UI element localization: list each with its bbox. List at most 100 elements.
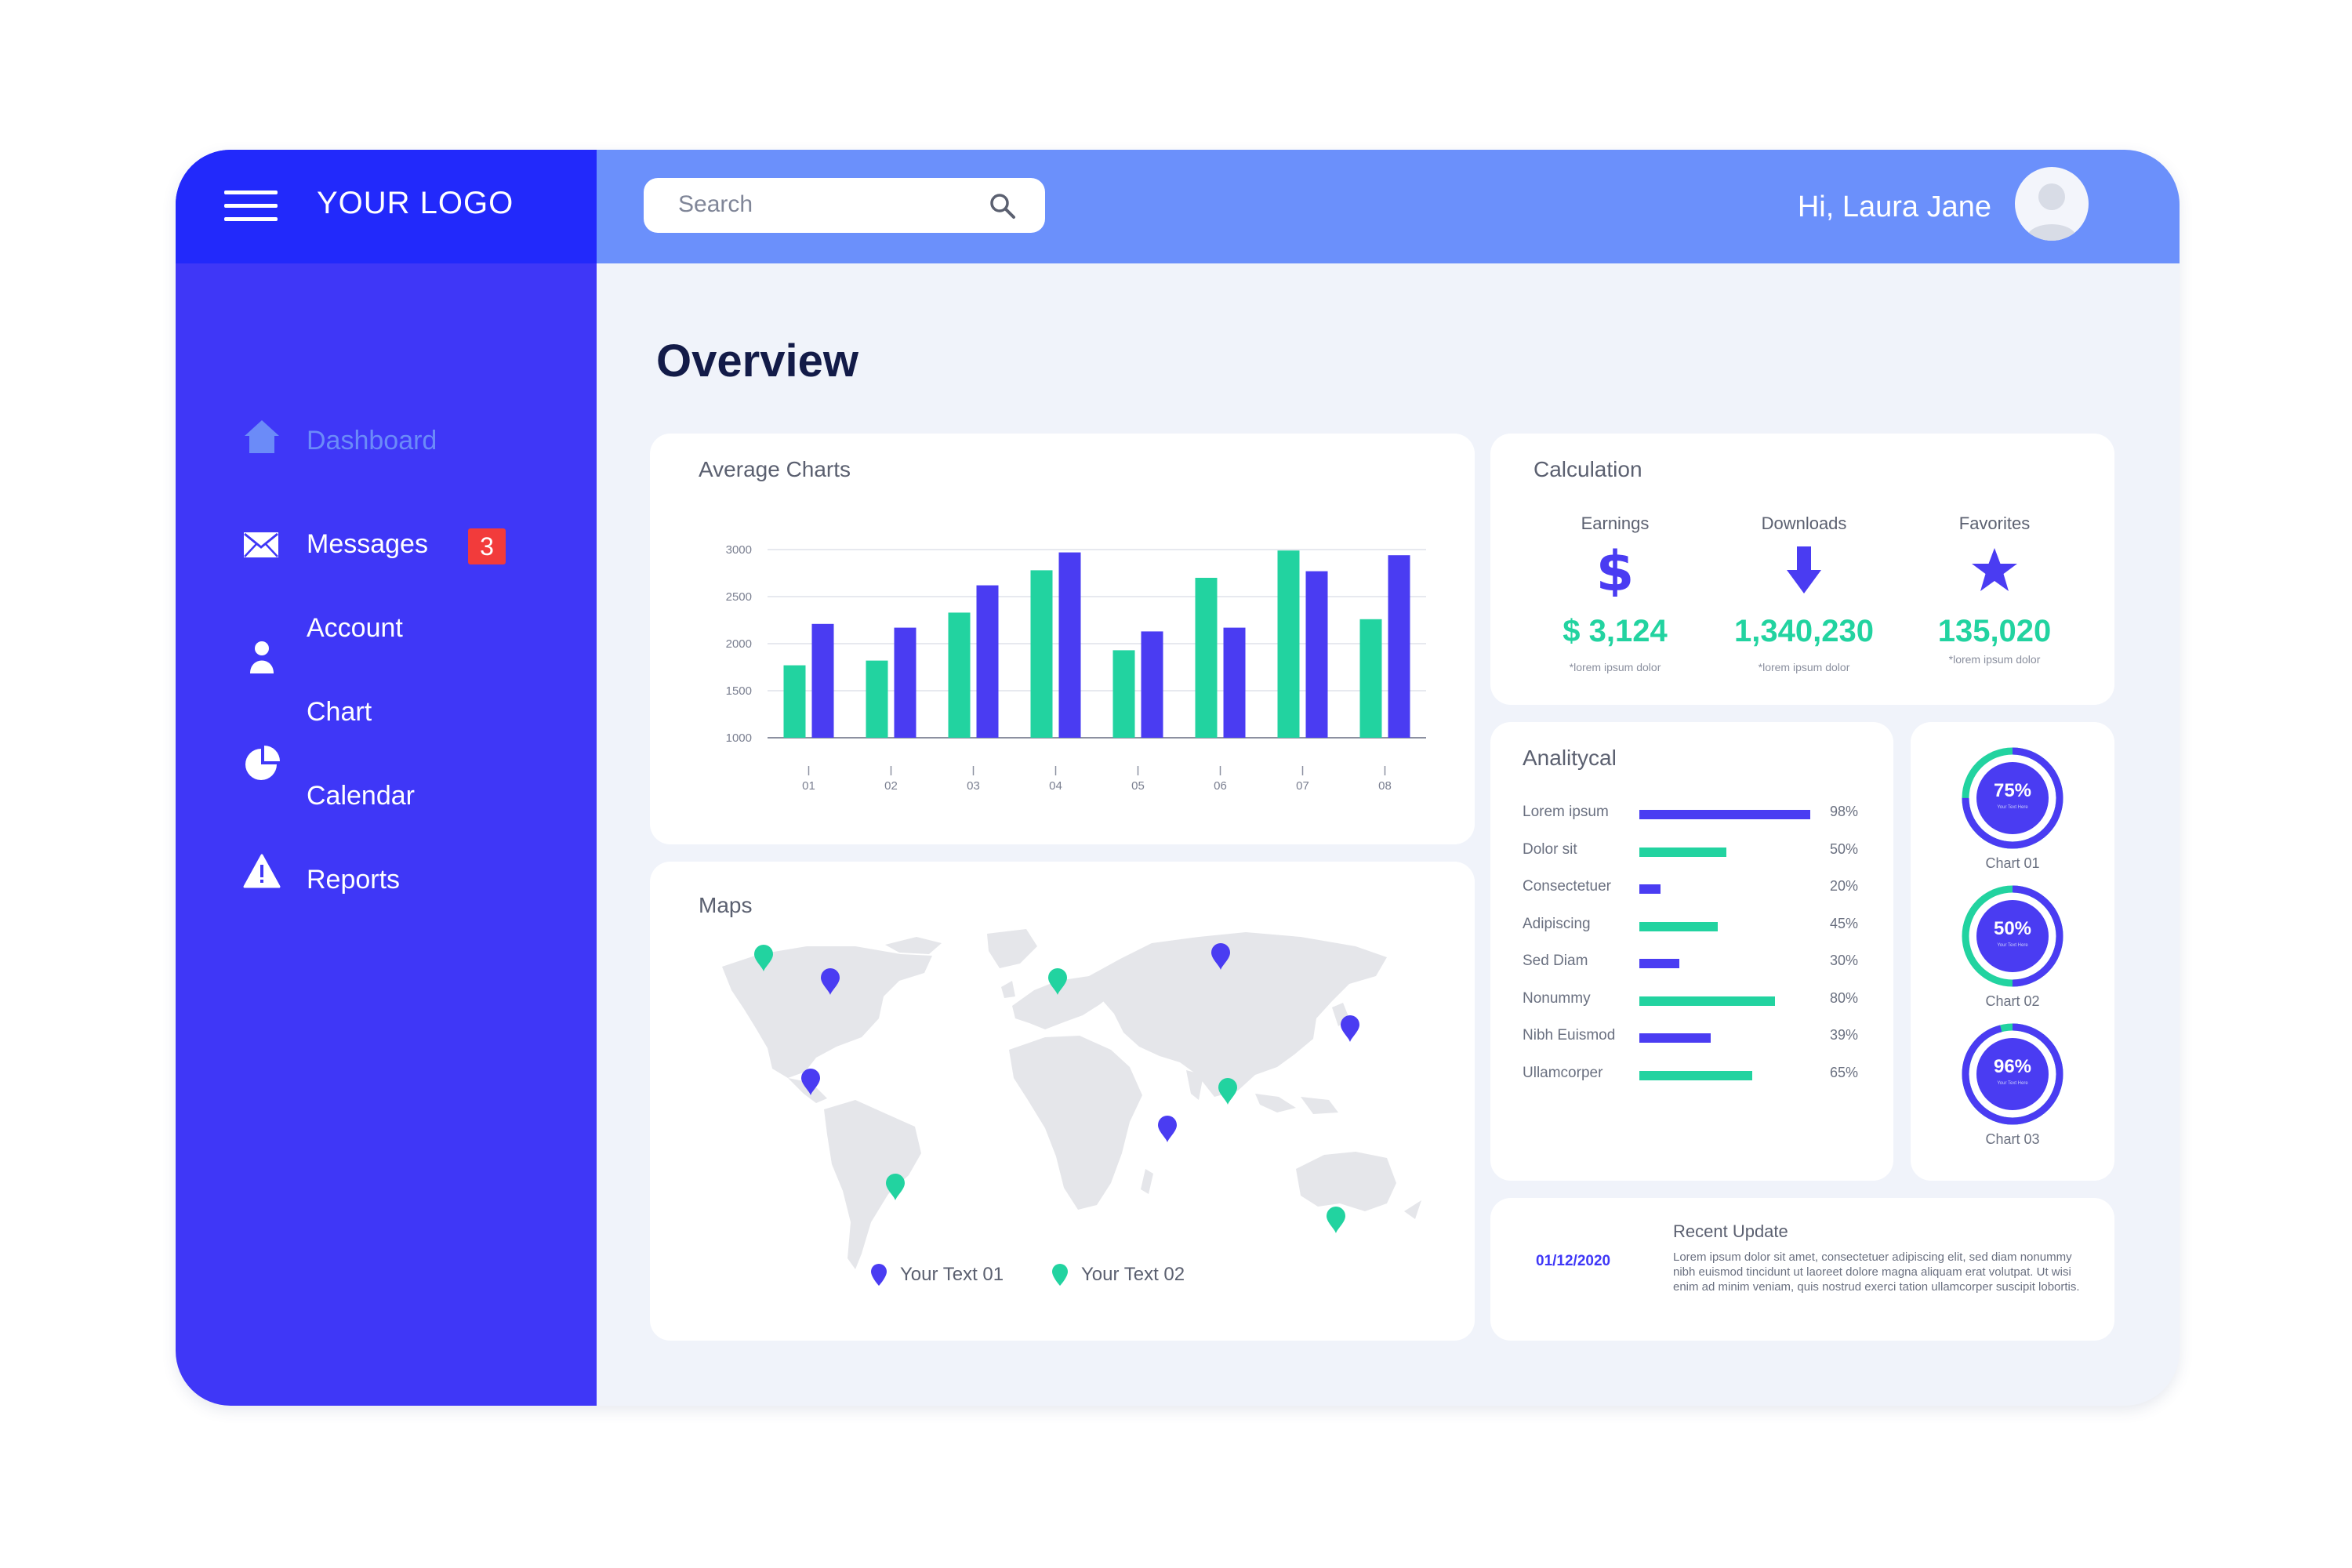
sidebar-item-reports[interactable]: Reports	[307, 865, 401, 895]
analytical-card: Analitycal Lorem ipsum 98% Dolor sit 50% Con…	[1490, 722, 1893, 1181]
map-pin-icon[interactable]	[1327, 1207, 1345, 1233]
y-tick-label: 3000	[726, 543, 752, 557]
analytical-row-label: Consectetuer	[1523, 878, 1612, 895]
sidebar-item-messages[interactable]: Messages	[307, 529, 428, 559]
update-title: Recent Update	[1673, 1221, 1788, 1241]
donut-chart-name: Chart 02	[1985, 993, 2040, 1009]
logo-bar: YOUR LOGO	[176, 150, 597, 263]
x-tick-label: 08	[1378, 779, 1392, 793]
analytical-row-pct: 50%	[1829, 840, 1858, 857]
donut-percentage: 50%	[1993, 918, 2032, 939]
donut-percentage: 75%	[1993, 780, 2032, 801]
map-pin-icon[interactable]	[1158, 1116, 1177, 1142]
search-placeholder: Search	[678, 191, 753, 217]
bar-purple-04	[1058, 552, 1081, 738]
average-bar-chart: 3000 2500 2000 1500 1000 01 02 03 04 05 06 07 08	[726, 543, 1426, 793]
donut-center	[1976, 762, 2049, 834]
donut-subtext: Your Text Here	[1997, 1081, 2028, 1086]
world-map-continents	[722, 929, 1421, 1269]
analytical-bar	[1639, 921, 1718, 931]
bar-purple-06	[1223, 627, 1246, 738]
analytical-row-pct: 45%	[1829, 915, 1858, 931]
top-bar: Search Hi, Laura Jane	[597, 150, 2180, 263]
maps-title: Maps	[699, 893, 753, 917]
analytical-bar	[1639, 847, 1726, 857]
bar-green-03	[948, 612, 971, 738]
update-date: 01/12/2020	[1536, 1253, 1611, 1269]
avatar[interactable]	[2015, 167, 2089, 241]
favorites-value: 135,020	[1937, 614, 2052, 648]
analytical-row-label: Ullamcorper	[1523, 1064, 1603, 1081]
y-tick-label: 1000	[726, 731, 752, 745]
hamburger-menu-icon[interactable]	[224, 191, 278, 222]
analytical-row-label: Lorem ipsum	[1523, 804, 1609, 820]
legend-item-1: Your Text 01	[900, 1264, 1004, 1285]
analytical-bar	[1639, 1033, 1711, 1043]
pie-chart-icon	[245, 746, 280, 780]
search-icon[interactable]	[989, 192, 1017, 220]
analytical-row-pct: 20%	[1829, 878, 1858, 894]
average-charts-card: Average Charts 3000 2500 2000 1500 1000 01 02 0…	[650, 434, 1475, 844]
sidebar-item-calendar[interactable]: Calendar	[307, 781, 415, 811]
analytical-title: Analitycal	[1523, 746, 1617, 770]
analytical-bar	[1639, 810, 1810, 819]
donut-center	[1976, 1038, 2049, 1110]
legend-item-2: Your Text 02	[1081, 1264, 1185, 1285]
analytical-bar	[1639, 996, 1776, 1006]
svg-text:$: $	[1596, 542, 1635, 597]
logo[interactable]: YOUR LOGO	[317, 186, 514, 220]
bar-green-05	[1112, 650, 1135, 738]
download-arrow-icon	[1787, 546, 1821, 593]
map-pin-icon[interactable]	[1341, 1015, 1359, 1042]
x-tick-label: 06	[1214, 779, 1227, 793]
donut-percentage: 96%	[1993, 1056, 2032, 1077]
user-icon	[250, 641, 274, 673]
sidebar-item-dashboard[interactable]: Dashboard	[307, 426, 437, 456]
y-tick-label: 1500	[726, 684, 752, 698]
bar-green-06	[1195, 578, 1218, 738]
bar-green-08	[1359, 619, 1382, 738]
page-title: Overview	[656, 336, 858, 387]
user-greeting: Hi, Laura Jane	[1797, 191, 1991, 223]
donut-chart: 50% Your Text Here	[1960, 884, 2065, 989]
y-tick-label: 2500	[726, 590, 752, 604]
bar-purple-03	[976, 585, 999, 738]
calculation-card: Calculation Earnings $ $ 3,124 *lorem ip…	[1490, 434, 2114, 705]
map-pin-icon[interactable]	[1211, 943, 1230, 970]
analytical-row-pct: 80%	[1829, 989, 1858, 1006]
donut-chart: 75% Your Text Here	[1960, 746, 2065, 851]
map-pin-icon[interactable]	[1048, 968, 1067, 995]
donut-progress	[1962, 885, 2063, 987]
map-pin-icon[interactable]	[1218, 1078, 1237, 1105]
favorites-label: Favorites	[1958, 514, 2031, 533]
dollar-icon: $	[1596, 542, 1635, 597]
favorites-note: *lorem ipsum dolor	[1948, 653, 2041, 666]
earnings-value: $ 3,124	[1563, 614, 1668, 648]
earnings-note: *lorem ipsum dolor	[1569, 661, 1661, 673]
analytical-row-label: Nibh Euismod	[1523, 1027, 1616, 1044]
map-pin-icon[interactable]	[754, 945, 773, 971]
map-pin-icon[interactable]	[886, 1174, 905, 1200]
bar-green-02	[866, 660, 888, 738]
map-pin-icon[interactable]	[821, 968, 840, 995]
legend-pin-icon	[1052, 1264, 1068, 1286]
donut-chart: 96% Your Text Here	[1960, 1022, 2065, 1127]
y-tick-label: 2000	[726, 637, 752, 651]
sidebar-item-account[interactable]: Account	[307, 613, 403, 643]
x-tick-label: 05	[1131, 779, 1145, 793]
bar-purple-07	[1305, 571, 1328, 738]
maps-card: Maps	[650, 862, 1475, 1341]
bar-purple-01	[811, 623, 834, 738]
search-input[interactable]: Search	[644, 178, 1045, 233]
sidebar	[176, 150, 597, 1406]
envelope-icon	[244, 532, 278, 557]
map-pin-icon[interactable]	[801, 1069, 820, 1095]
home-icon	[245, 420, 279, 453]
calculation-title: Calculation	[1534, 457, 1642, 481]
analytical-row-pct: 30%	[1829, 953, 1858, 968]
user-avatar-icon	[2026, 183, 2078, 241]
donut-center	[1976, 900, 2049, 972]
sidebar-item-chart[interactable]: Chart	[307, 697, 372, 727]
analytical-row-label: Nonummy	[1523, 989, 1591, 1007]
downloads-note: *lorem ipsum dolor	[1758, 661, 1850, 673]
